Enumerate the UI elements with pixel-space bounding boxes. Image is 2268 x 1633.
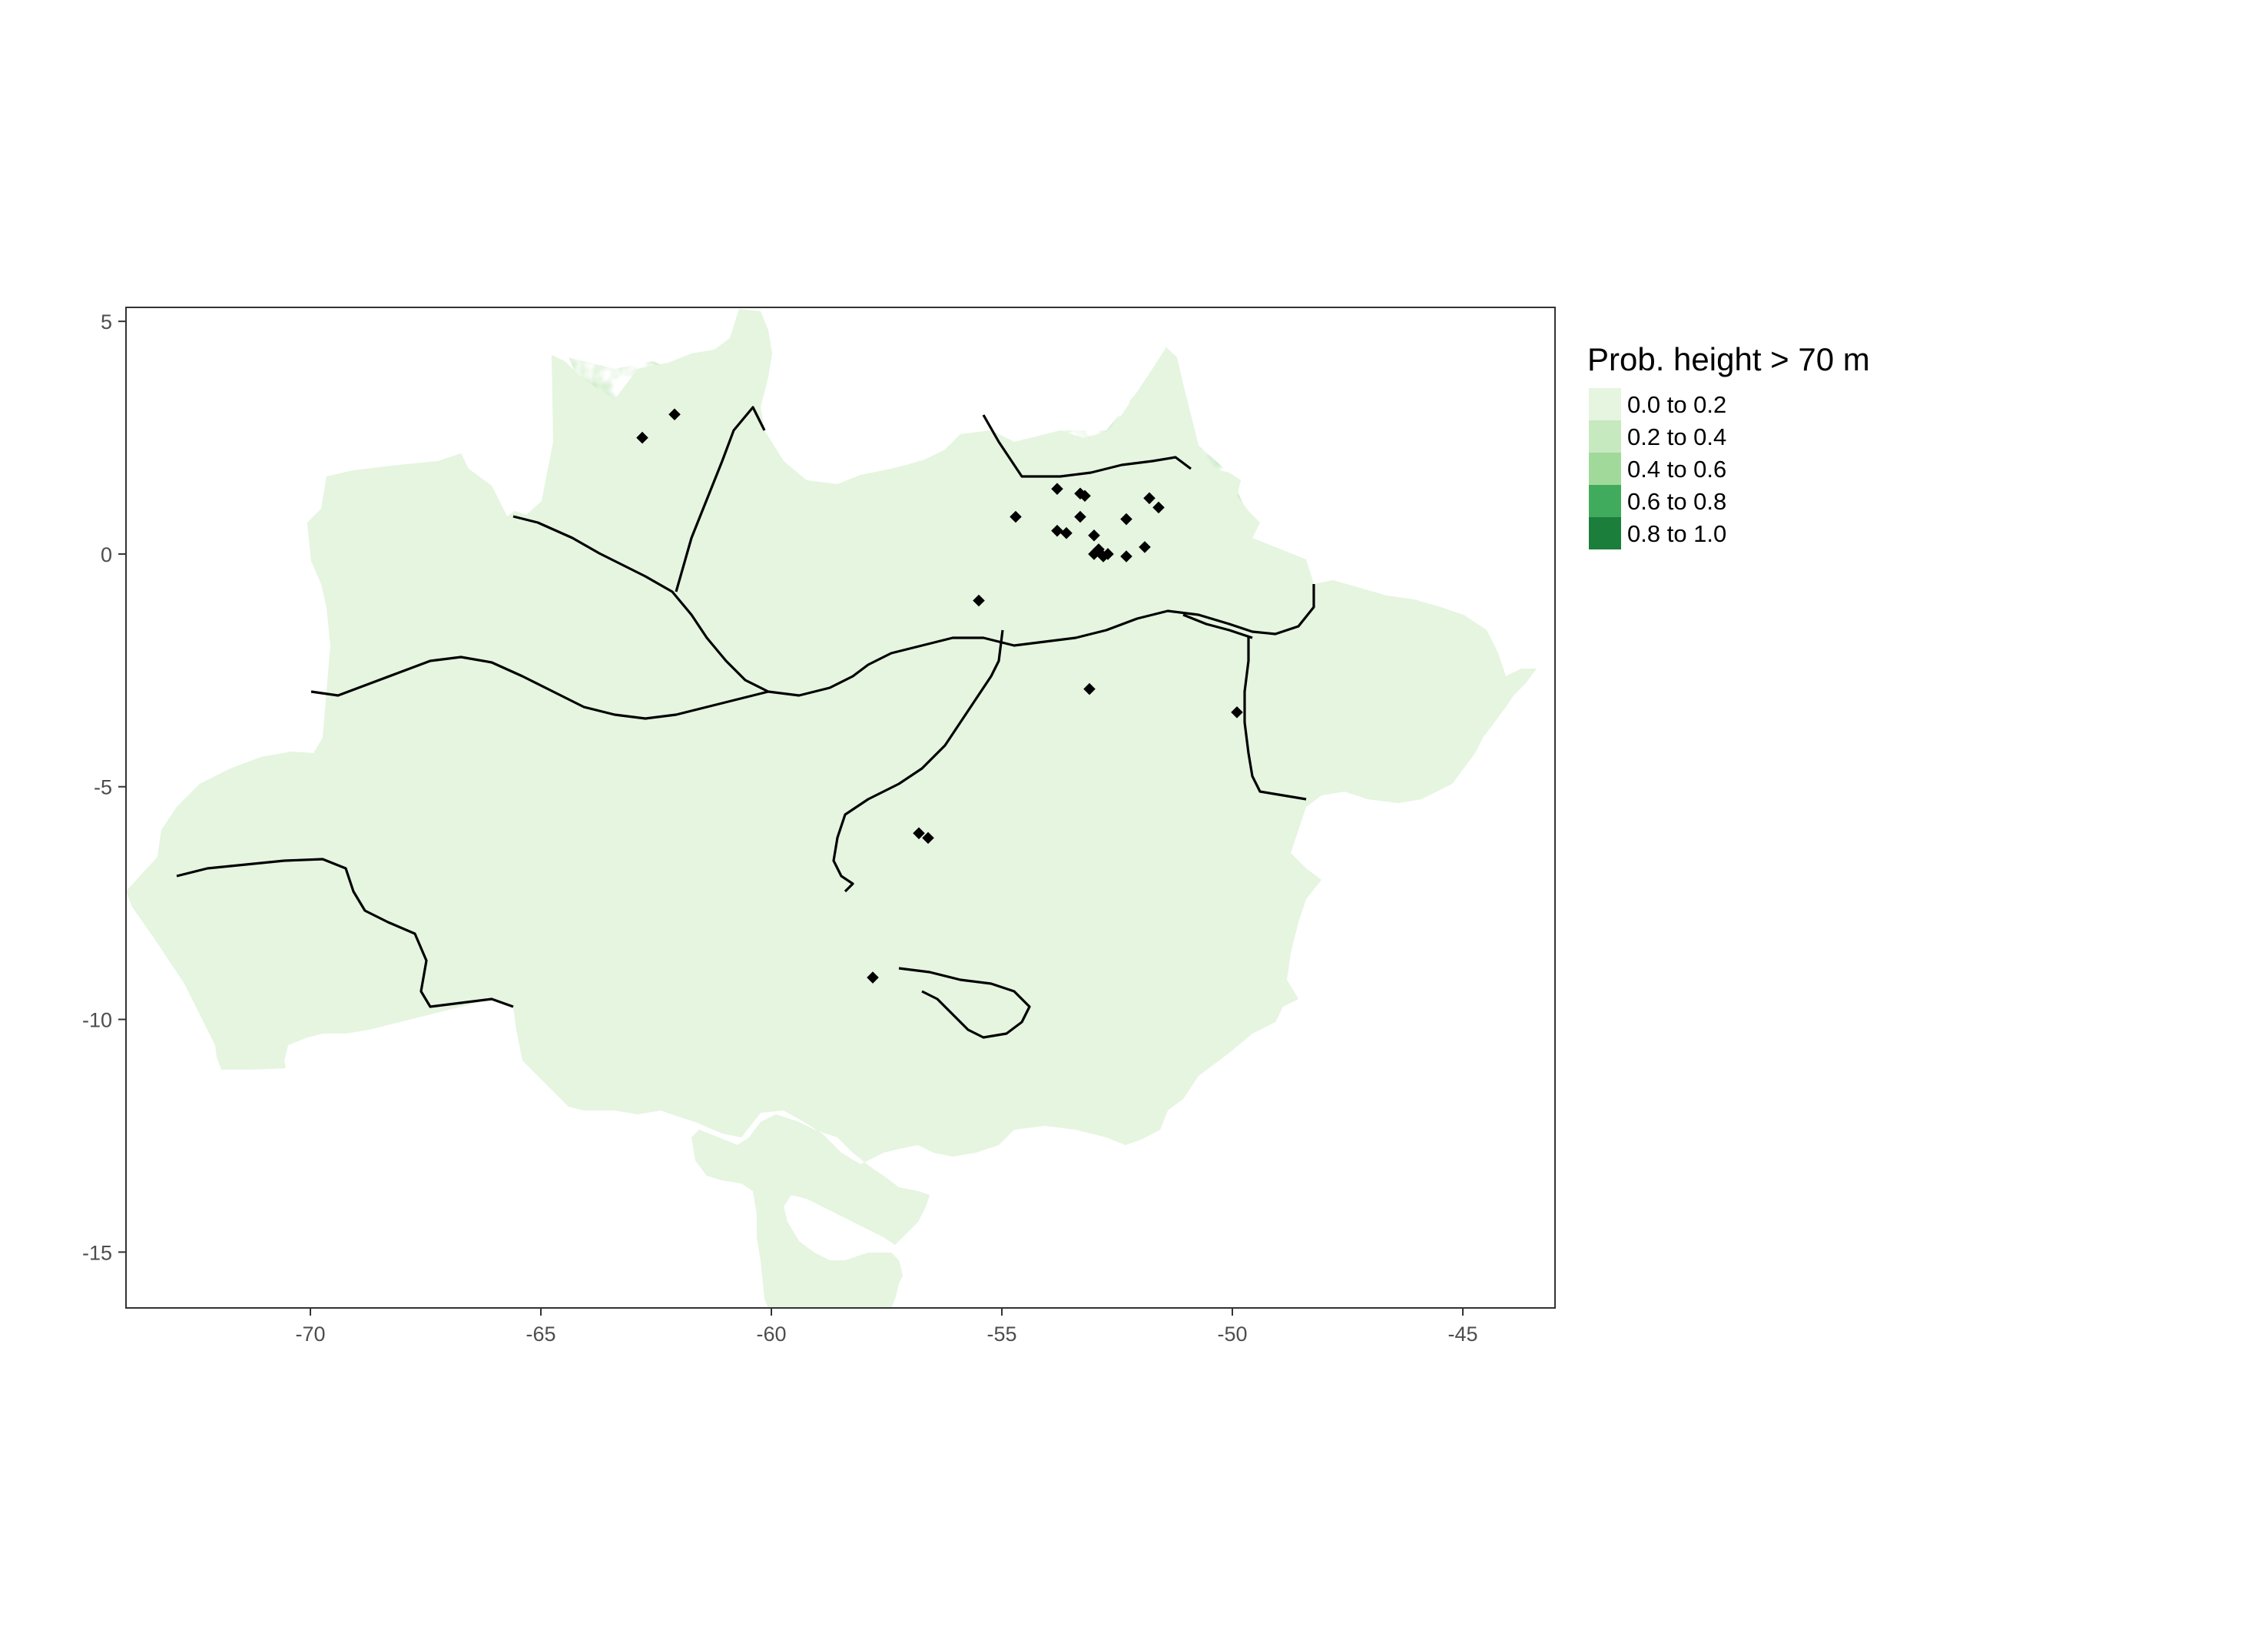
tree-location-point (668, 408, 681, 421)
tree-location-point (1102, 548, 1114, 560)
tree-location-point (973, 594, 985, 607)
y-tick-label: -15 (82, 1241, 112, 1264)
y-tick-label: 5 (101, 310, 112, 334)
legend-swatch (1589, 517, 1621, 549)
tree-location-point (636, 431, 648, 444)
tree-location-point (1231, 706, 1243, 719)
tree-location-point (922, 831, 934, 845)
legend: Prob. height > 70 m 0.0 to 0.2 0.2 to 0.4… (1587, 341, 1870, 549)
y-tick-label: 0 (101, 543, 112, 566)
tree-location-point (1051, 524, 1063, 537)
x-tick-label: -65 (526, 1323, 555, 1346)
x-tick-label: -60 (756, 1323, 786, 1346)
tree-locations (636, 408, 1243, 984)
legend-title: Prob. height > 70 m (1587, 341, 1870, 377)
tree-location-point (913, 827, 925, 840)
tree-location-point (1152, 501, 1165, 514)
legend-label: 0.2 to 0.4 (1627, 423, 1726, 450)
legend-entries: 0.0 to 0.2 0.2 to 0.4 0.4 to 0.6 0.6 to 0.8… (1589, 388, 1726, 549)
legend-swatch (1589, 485, 1621, 517)
legend-label: 0.4 to 0.6 (1627, 456, 1726, 483)
legend-label: 0.8 to 1.0 (1627, 520, 1726, 547)
x-tick-label: -70 (295, 1323, 325, 1346)
y-tick-label: -5 (94, 776, 112, 799)
legend-swatch (1589, 453, 1621, 485)
tree-location-point (1060, 526, 1073, 539)
tree-location-point (1010, 510, 1022, 523)
x-tick-label: -45 (1447, 1323, 1477, 1346)
x-tick-label: -55 (986, 1323, 1016, 1346)
legend-swatch (1589, 420, 1621, 453)
axes: -70 -65 -60 -55 -50 -45 5 0 -5 -10 -15 (82, 310, 1478, 1346)
tree-location-point (867, 971, 879, 984)
x-tick-label: -50 (1217, 1323, 1247, 1346)
legend-swatch (1589, 388, 1621, 420)
y-tick-label: -10 (82, 1009, 112, 1032)
tree-location-point (1088, 548, 1100, 560)
tree-location-point (1120, 550, 1132, 563)
legend-label: 0.6 to 0.8 (1627, 488, 1726, 515)
tree-location-point (1120, 513, 1132, 526)
region-boundaries (126, 307, 1538, 1308)
tree-location-point (1143, 492, 1156, 505)
plot-panel-border (125, 307, 1556, 1309)
tree-location-point (1083, 682, 1096, 695)
legend-label: 0.0 to 0.2 (1627, 391, 1726, 418)
tree-location-point (1051, 483, 1063, 495)
tree-location-point (1139, 541, 1151, 553)
tree-location-point (1079, 490, 1091, 503)
tree-location-point (1074, 510, 1086, 523)
tree-location-point (1088, 529, 1100, 542)
